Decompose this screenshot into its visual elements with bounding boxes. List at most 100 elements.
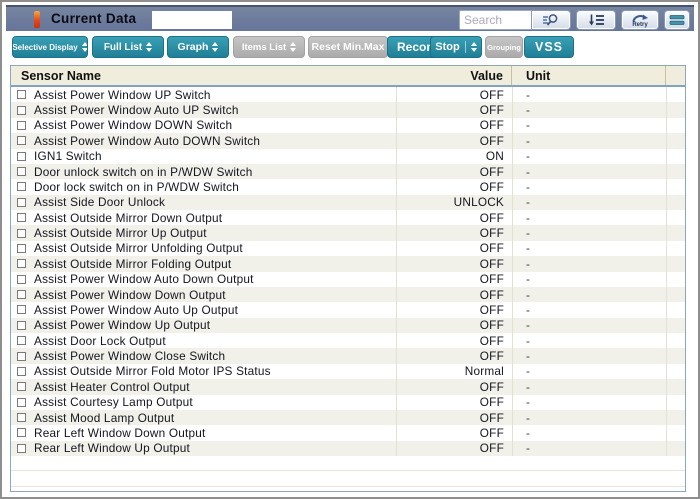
items-list-button[interactable]: Items List	[233, 36, 305, 58]
sensor-value: OFF	[479, 395, 504, 410]
search-input[interactable]	[459, 10, 531, 30]
sensor-value: OFF	[479, 133, 504, 148]
table-row[interactable]: Assist Outside Mirror Up Output OFF -	[11, 225, 685, 241]
table-row[interactable]: IGN1 Switch ON -	[11, 148, 685, 164]
column-header-value[interactable]: Value	[396, 66, 512, 85]
table-row[interactable]: Rear Left Window Down Output OFF -	[11, 425, 685, 441]
row-checkbox[interactable]	[17, 136, 26, 146]
sensor-name: Assist Outside Mirror Unfolding Output	[34, 241, 243, 256]
column-header-unit[interactable]: Unit	[512, 66, 666, 85]
row-checkbox[interactable]	[17, 213, 26, 223]
row-checkbox[interactable]	[17, 305, 26, 315]
table-row[interactable]: Assist Outside Mirror Fold Motor IPS Sta…	[11, 363, 685, 380]
sensor-unit: -	[526, 241, 531, 256]
sensor-name-cell: Assist Outside Mirror Up Output	[11, 226, 396, 240]
table-row[interactable]: Door unlock switch on in P/WDW Switch OF…	[11, 163, 685, 180]
table-row[interactable]: Assist Power Window Close Switch OFF -	[11, 348, 685, 364]
column-header-sensor-name[interactable]: Sensor Name	[21, 68, 101, 83]
table-row[interactable]: Assist Power Window Auto DOWN Switch OFF…	[11, 133, 685, 149]
row-checkbox[interactable]	[17, 120, 26, 130]
row-checkbox[interactable]	[17, 243, 26, 253]
table-row[interactable]: Assist Side Door Unlock UNLOCK -	[11, 194, 685, 210]
table-row[interactable]: Assist Power Window Down Output OFF -	[11, 286, 685, 303]
table-row[interactable]: Rear Left Window Up Output OFF -	[11, 440, 685, 456]
record-label: Record	[397, 40, 439, 54]
sensor-value: OFF	[479, 164, 504, 179]
sort-list-button[interactable]	[576, 10, 616, 30]
table-row[interactable]: Assist Power Window Auto Down Output OFF…	[11, 271, 685, 287]
row-checkbox[interactable]	[17, 366, 26, 376]
grouping-label: Grouping	[487, 42, 521, 52]
row-checkbox[interactable]	[17, 397, 26, 407]
sensor-unit: -	[526, 164, 531, 179]
search-button[interactable]	[531, 10, 571, 30]
table-row[interactable]: Assist Outside Mirror Unfolding Output O…	[11, 240, 685, 257]
grouping-button[interactable]: Grouping	[485, 36, 523, 58]
titlebar-actions: Retry	[459, 9, 690, 31]
sensor-name-cell: Assist Mood Lamp Output	[11, 411, 396, 425]
table-row[interactable]: Assist Power Window DOWN Switch OFF -	[11, 117, 685, 134]
sensor-name: Assist Courtesy Lamp Output	[34, 395, 193, 410]
sensor-name: Assist Power Window Auto UP Switch	[34, 103, 239, 118]
sensor-name-cell: Assist Power Window Close Switch	[11, 349, 396, 363]
sensor-unit: -	[526, 318, 531, 333]
reset-minmax-button[interactable]: Reset Min.Max	[308, 36, 388, 58]
row-checkbox[interactable]	[17, 413, 26, 423]
retry-icon	[631, 13, 649, 23]
table-row[interactable]: Assist Power Window UP Switch OFF -	[11, 87, 685, 103]
sensor-value: OFF	[479, 349, 504, 364]
row-checkbox[interactable]	[17, 351, 26, 361]
row-checkbox[interactable]	[17, 274, 26, 284]
sensor-unit: -	[526, 87, 531, 102]
table-row[interactable]: Assist Courtesy Lamp Output OFF -	[11, 394, 685, 410]
graph-button[interactable]: Graph	[167, 36, 229, 58]
selective-display-button[interactable]: Selective Display	[12, 36, 88, 58]
row-checkbox[interactable]	[17, 105, 26, 115]
table-row[interactable]: Assist Mood Lamp Output OFF -	[11, 409, 685, 426]
stop-button[interactable]: Stop	[430, 36, 482, 58]
sensor-unit: -	[526, 349, 531, 364]
row-checkbox[interactable]	[17, 428, 26, 438]
stop-label: Stop	[435, 41, 460, 53]
button-divider	[464, 41, 466, 53]
row-checkbox[interactable]	[17, 182, 26, 192]
row-checkbox[interactable]	[17, 320, 26, 330]
row-checkbox[interactable]	[17, 197, 26, 207]
sort-list-icon	[588, 14, 605, 26]
sensor-value: OFF	[479, 118, 504, 133]
sensor-name-cell: Assist Heater Control Output	[11, 380, 396, 394]
retry-button[interactable]: Retry	[621, 10, 659, 30]
table-row[interactable]: Assist Power Window Auto UP Switch OFF -	[11, 102, 685, 118]
sensor-name-cell: Assist Outside Mirror Folding Output	[11, 257, 396, 271]
row-checkbox[interactable]	[17, 167, 26, 177]
updown-arrows-icon	[290, 42, 297, 52]
sensor-unit: -	[526, 441, 531, 456]
split-view-button[interactable]	[664, 10, 690, 30]
sensor-name-cell: Assist Outside Mirror Fold Motor IPS Sta…	[11, 364, 396, 378]
table-row[interactable]: Assist Power Window Up Output OFF -	[11, 317, 685, 333]
sensor-unit: -	[526, 395, 531, 410]
sensor-name-cell: Door unlock switch on in P/WDW Switch	[11, 165, 396, 179]
table-row[interactable]: Door lock switch on in P/WDW Switch OFF …	[11, 179, 685, 195]
row-checkbox[interactable]	[17, 443, 26, 453]
sensor-name: Assist Outside Mirror Fold Motor IPS Sta…	[34, 364, 271, 379]
sensor-name: Door lock switch on in P/WDW Switch	[34, 179, 239, 194]
table-row[interactable]: Assist Heater Control Output OFF -	[11, 379, 685, 395]
table-row[interactable]: Assist Outside Mirror Folding Output OFF…	[11, 256, 685, 272]
sensor-name: Assist Power Window Up Output	[34, 318, 211, 333]
table-row[interactable]: Assist Door Lock Output OFF -	[11, 333, 685, 349]
row-checkbox[interactable]	[17, 228, 26, 238]
sensor-name: Assist Mood Lamp Output	[34, 410, 175, 425]
table-row[interactable]: Assist Outside Mirror Down Output OFF -	[11, 210, 685, 226]
sensor-name: Assist Power Window Close Switch	[34, 349, 226, 364]
row-checkbox[interactable]	[17, 90, 26, 100]
row-checkbox[interactable]	[17, 259, 26, 269]
row-checkbox[interactable]	[17, 290, 26, 300]
row-checkbox[interactable]	[17, 151, 26, 161]
table-row[interactable]: Assist Power Window Auto Up Output OFF -	[11, 302, 685, 318]
row-checkbox[interactable]	[17, 382, 26, 392]
full-list-button[interactable]: Full List	[92, 36, 164, 58]
row-checkbox[interactable]	[17, 336, 26, 346]
vss-button[interactable]: VSS	[524, 36, 574, 58]
